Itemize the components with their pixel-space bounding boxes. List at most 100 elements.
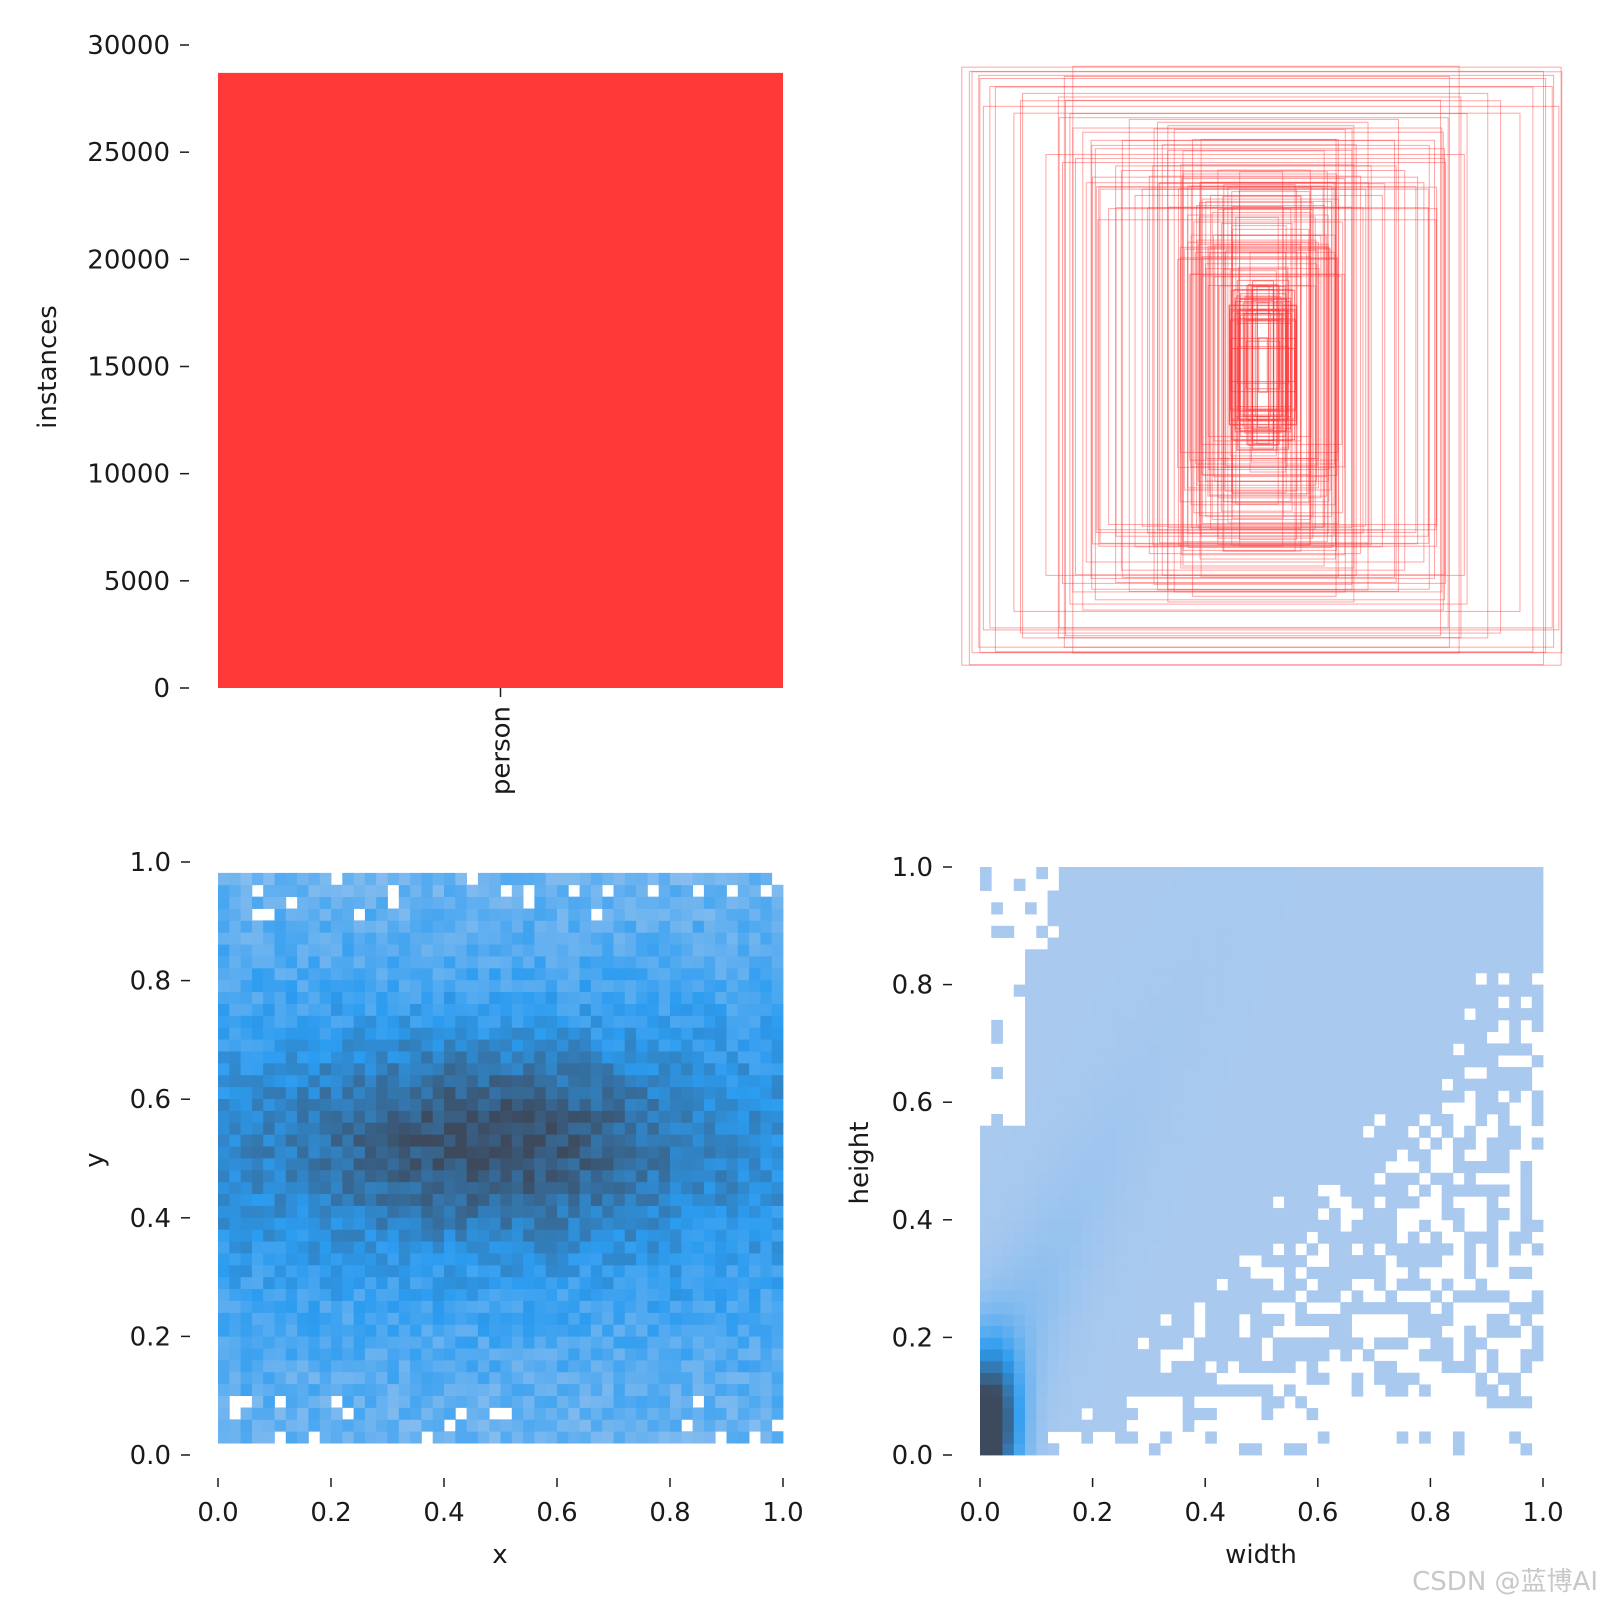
xy-heatmap-cell [692,1312,705,1325]
wh-heatmap-cell [1103,1290,1116,1303]
wh-heatmap-cell [1238,961,1251,974]
xy-heatmap-cell [274,1348,287,1361]
wh-heatmap-cell [1317,996,1330,1009]
wh-heatmap-cell [1238,914,1251,927]
xy-heatmap-cell [364,1407,377,1420]
xy-heatmap-cell [331,1122,343,1135]
xy-heatmap-cell [240,1419,253,1432]
xy-heatmap-cell [331,1264,343,1278]
xy-heatmap-cell [703,1241,716,1254]
wh-heatmap-cell [1137,1384,1150,1397]
xy-heatmap-cell [229,1241,241,1254]
wh-heatmap-cell [1531,996,1544,1009]
xy-heatmap-cell [421,1336,434,1349]
wh-heatmap-cell [1025,1219,1037,1232]
wh-heatmap-cell [1362,890,1375,903]
wh-heatmap-cell [991,1196,1003,1209]
xy-heatmap-cell [342,1419,354,1432]
xy-heatmap-cell [749,1312,761,1325]
xy-heatmap-cell [466,1110,479,1123]
xy-heatmap-cell [421,1003,434,1016]
wh-heatmap-cell [1430,1255,1443,1268]
xy-heatmap-cell [398,1169,411,1183]
wh-heatmap-cell [1025,1008,1037,1021]
xy-heatmap-cell [613,872,626,886]
xy-heatmap-cell [477,1051,490,1064]
xy-heatmap-cell [647,1407,660,1420]
wh-heatmap-cell [1486,1008,1499,1021]
wh-heatmap-cell [1250,878,1262,891]
xy-heatmap-cell [636,1062,648,1076]
xy-heatmap-cell [353,979,366,993]
wh-heatmap-cell [1092,1066,1105,1080]
xy-heatmap-cell [410,1407,422,1420]
xy-heatmap-cell [545,1158,558,1171]
wh-heatmap-cell [1193,878,1206,891]
xy-heatmap-cell [681,1371,693,1385]
xy-heatmap-cell [319,932,332,945]
xy-heatmap-cell [636,920,648,933]
xy-heatmap-cell [749,967,761,981]
xy-heatmap-cell [557,1419,569,1432]
wh-heatmap-cell [1306,1266,1319,1279]
xy-heatmap-cell [410,1395,422,1408]
wh-heatmap-cell [1103,1266,1116,1279]
wh-heatmap-cell [1227,1184,1240,1197]
xy-heatmap-cell [749,1324,761,1337]
xy-heatmap-cell [274,956,287,969]
xy-heatmap-cell [636,1146,648,1159]
xy-heatmap-cell [387,1359,400,1373]
wh-heatmap-cell [1407,1278,1420,1291]
wh-heatmap-cell [1509,1266,1521,1279]
bbox-outline [1256,285,1270,445]
xy-heatmap-cell [523,1395,535,1408]
xy-heatmap-cell [387,1039,400,1052]
xy-heatmap-cell [331,1407,343,1420]
xy-heatmap-cell [489,1253,501,1266]
xy-heatmap-cell [218,1371,230,1385]
xy-heatmap-cell [557,1431,569,1444]
xy-heatmap-cell [647,932,660,945]
xy-heatmap-cell [500,1086,513,1099]
xy-heatmap-cell [353,1051,366,1064]
xy-heatmap-cell [251,1264,264,1278]
wh-heatmap-cell [1385,1360,1398,1374]
xy-heatmap-cell [500,872,513,886]
wh-heatmap-cell [1374,1102,1386,1115]
wh-heatmap-cell [1306,961,1319,974]
wh-heatmap-cell [1419,1184,1431,1197]
xy-heatmap-cell [602,1181,614,1195]
wh-heatmap-cell [1396,902,1409,915]
xy-heatmap-cell [737,979,750,993]
xy-heatmap-cell [670,1039,682,1052]
wh-heatmap-cell [1216,1231,1229,1244]
xy-heatmap-cell [376,1098,388,1111]
xy-heatmap-cell [218,1407,230,1420]
wh-heatmap-cell [1148,1066,1161,1080]
xy-heatmap-cell [613,1181,626,1195]
wh-heatmap-cell [1329,961,1341,974]
wh-heatmap-cell [1396,914,1409,927]
wh-heatmap-cell [1070,1184,1082,1197]
xy-heatmap-cell [331,1158,343,1171]
xy-heatmap-cell [692,1407,705,1420]
xy-heatmap-cell [455,872,467,886]
xy-heatmap-cell [353,1348,366,1361]
xy-heatmap-cell [229,1039,241,1052]
xy-heatmap-cell [410,1431,422,1444]
wh-heatmap-cell [1193,1278,1206,1291]
wh-heatmap-cell [1058,867,1071,880]
xy-heatmap-cell [218,896,230,909]
wh-heatmap-cell [1182,1184,1195,1197]
wh-heatmap-cell [1092,914,1105,927]
xy-heatmap-cell [500,1371,513,1385]
wh-heatmap-cell [1205,1090,1217,1103]
xy-heatmap-cell [760,1086,773,1099]
xy-heatmap-cell [771,991,784,1004]
wh-heatmap-cell [1385,1231,1398,1244]
xy-heatmap-cell [331,991,343,1004]
xy-heatmap-cell [432,1027,445,1040]
xy-heatmap-cell [624,1419,637,1432]
xy-heatmap-cell [376,1110,388,1123]
wh-heatmap-cell [1340,867,1352,880]
